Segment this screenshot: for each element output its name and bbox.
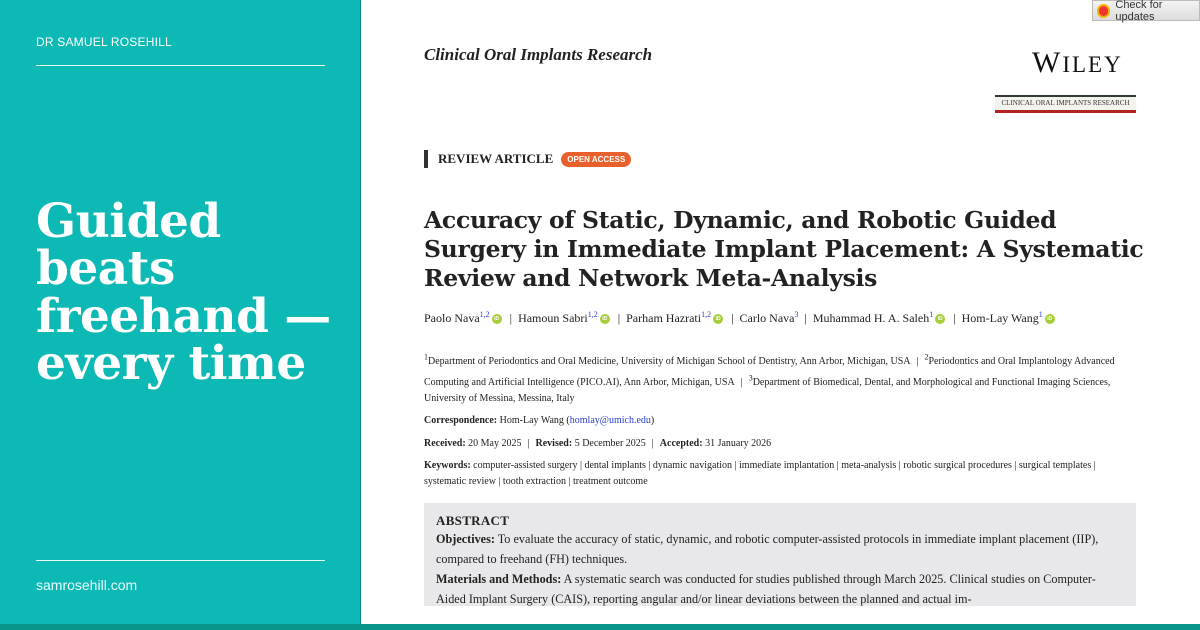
author[interactable]: Parham Hazrati1,2iD [626, 310, 725, 325]
orcid-icon[interactable]: iD [935, 314, 946, 325]
article-title: Accuracy of Static, Dynamic, and Robotic… [424, 206, 1144, 292]
affiliation: 3Department of Biomedical, Dental, and M… [424, 373, 1111, 404]
keywords: Keywords: computer-assisted surgery | de… [424, 460, 1096, 487]
affiliation: 2Periodontics and Oral Implantology Adva… [424, 353, 1115, 388]
dates: Received: 20 May 2025 | Revised: 5 Decembe… [424, 438, 772, 449]
affiliations: 1Department of Periodontics and Oral Med… [424, 353, 1115, 404]
journal-name: Clinical Oral Implants Research [424, 45, 653, 64]
divider [36, 65, 325, 66]
crossmark-icon [1097, 3, 1111, 18]
orcid-icon[interactable]: iD [599, 314, 610, 325]
author[interactable]: Muhammad H. A. Saleh1iD [813, 310, 947, 325]
author[interactable]: Paolo Nava1,2iD [424, 310, 504, 325]
promo-panel: DR SAMUEL ROSEHILL Guided beats freehand… [0, 0, 361, 630]
divider [36, 560, 325, 561]
author[interactable]: Hom-Lay Wang1iD [962, 310, 1057, 325]
website-link[interactable]: samrosehill.com [36, 577, 138, 593]
author[interactable]: Carlo Nava3 [739, 310, 799, 325]
publisher-logo: WILEY [1032, 46, 1123, 79]
journal-banner: CLINICAL ORAL IMPLANTS RESEARCH [995, 95, 1136, 113]
bottom-bar [0, 624, 1200, 630]
email-link[interactable]: homlay@umich.edu [569, 415, 651, 426]
affiliation: 1Department of Periodontics and Oral Med… [424, 353, 911, 368]
orcid-icon[interactable]: iD [491, 314, 502, 325]
headline: Guided beats freehand — every time [36, 194, 331, 392]
open-access-badge: OPEN ACCESS [561, 151, 632, 167]
article-page: Check for updates Clinical Oral Implants… [362, 0, 1200, 624]
article-type: REVIEW ARTICLE OPEN ACCESS [424, 150, 632, 168]
orcid-icon[interactable]: iD [713, 314, 724, 325]
author[interactable]: Hamoun Sabri1,2iD [518, 310, 612, 325]
author-list: Paolo Nava1,2iD | Hamoun Sabri1,2iD | Parham… [424, 306, 1124, 327]
abstract-box: ABSTRACT Objectives: To evaluate the acc… [424, 503, 1136, 606]
check-for-updates-button[interactable]: Check for updates [1092, 0, 1200, 23]
author-name: DR SAMUEL ROSEHILL [36, 35, 172, 49]
orcid-icon[interactable]: iD [1044, 314, 1055, 325]
correspondence: Correspondence: Hom-Lay Wang (homlay@umi… [424, 415, 655, 426]
